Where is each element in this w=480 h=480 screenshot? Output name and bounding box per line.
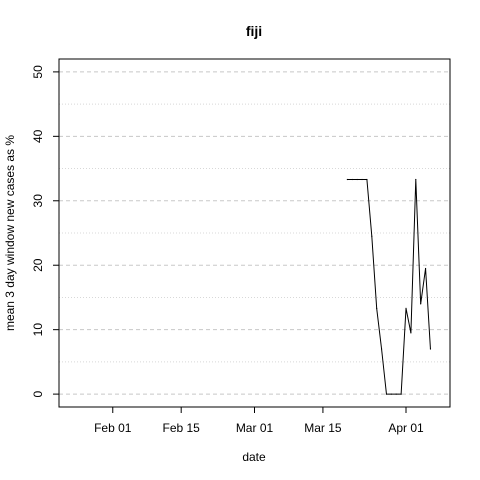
y-tick-label: 20 (31, 258, 45, 272)
y-axis: 0 10 20 30 40 50 (31, 65, 59, 397)
data-point (380, 348, 383, 350)
data-point (429, 348, 432, 350)
data-point (420, 303, 422, 305)
data-point (415, 178, 417, 181)
series-group (346, 178, 432, 395)
x-tick-label: Feb 01 (94, 421, 132, 435)
x-axis-label: date (242, 450, 266, 464)
data-point (390, 393, 392, 395)
x-axis: Feb 01 Feb 15 Mar 01 Mar 15 Apr 01 (94, 407, 424, 435)
y-tick-label: 10 (31, 323, 45, 337)
data-point (351, 178, 353, 181)
series-line (347, 179, 431, 395)
data-point (385, 393, 388, 395)
x-tick-label: Feb 15 (163, 421, 201, 435)
y-axis-label: mean 3 day window new cases as % (3, 135, 17, 331)
data-point (346, 178, 348, 181)
data-point (400, 393, 402, 395)
y-tick-label: 40 (31, 129, 45, 143)
plot-border (58, 58, 451, 408)
data-point (356, 178, 358, 181)
data-point (366, 178, 368, 181)
x-tick-label: Apr 01 (388, 421, 424, 435)
y-tick-label: 50 (31, 65, 45, 79)
data-point (371, 235, 373, 237)
data-point (361, 178, 363, 181)
data-point (424, 267, 427, 270)
data-point (410, 332, 412, 334)
x-tick-label: Mar 01 (236, 421, 274, 435)
y-tick-label: 0 (31, 390, 45, 397)
chart-title: fiji (246, 23, 262, 39)
x-tick-label: Mar 15 (304, 421, 342, 435)
y-tick-label: 30 (31, 194, 45, 208)
data-point (395, 393, 397, 395)
data-point (405, 307, 407, 309)
gridlines (59, 71, 450, 395)
data-point (376, 307, 378, 309)
